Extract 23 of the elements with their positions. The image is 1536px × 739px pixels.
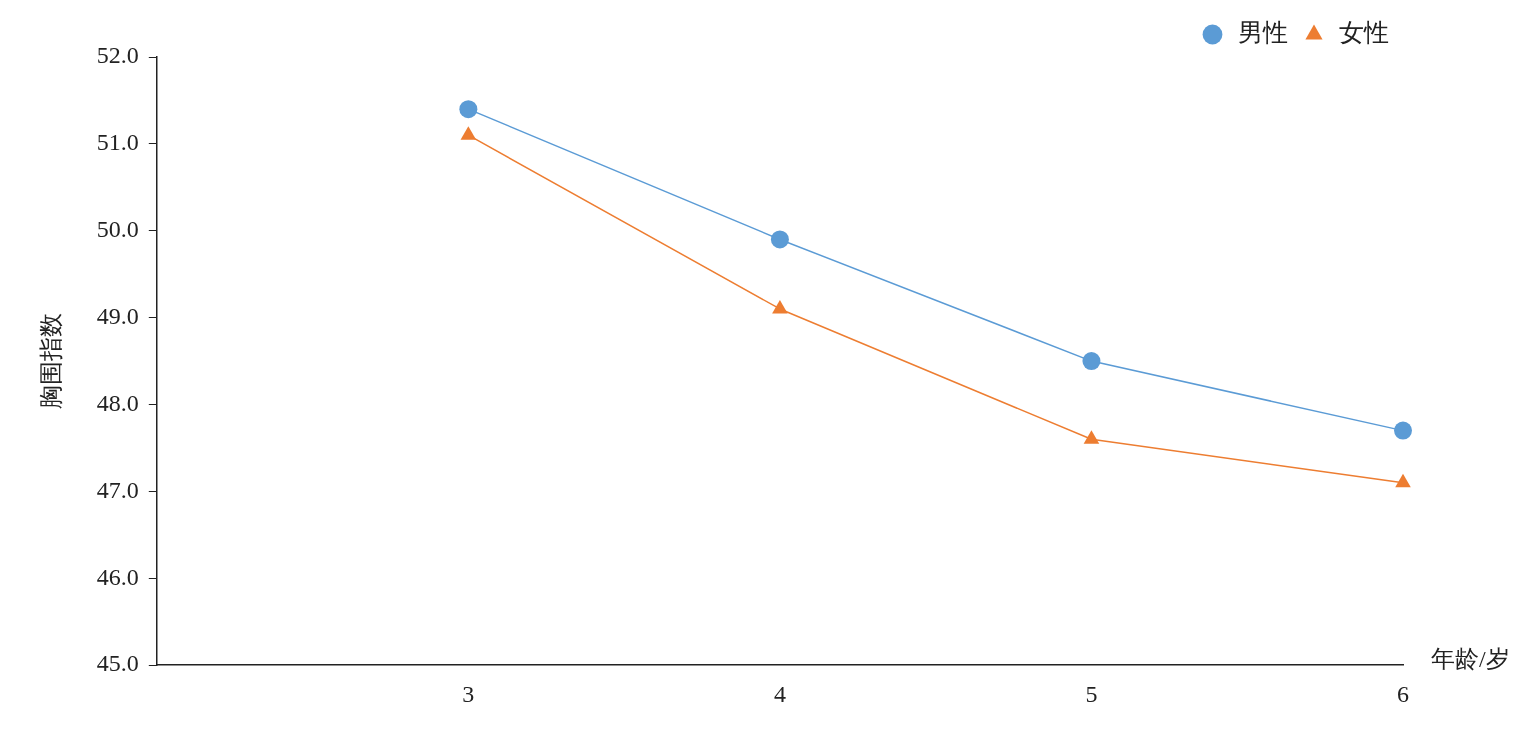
point (1082, 352, 1101, 371)
x-tick-label: 6 (1397, 680, 1409, 707)
point (1083, 430, 1100, 444)
x-axis-title: 年龄/岁 (1431, 646, 1510, 673)
legend-label: 男性 (1237, 19, 1288, 47)
y-tick-label: 45.0 (96, 650, 139, 677)
x-tick-label: 5 (1085, 680, 1098, 707)
point (1395, 473, 1411, 488)
y-tick-label: 51.0 (96, 129, 139, 156)
y-tick-label: 50.0 (96, 216, 139, 243)
point (772, 299, 788, 314)
y-axis-title: 胸围指数 (36, 313, 65, 410)
y-tick-label: 48.0 (96, 389, 139, 416)
x-tick-label: 4 (773, 680, 786, 707)
y-tick-label: 49.0 (96, 302, 139, 329)
x-tick-label: 3 (462, 680, 475, 707)
point (1394, 421, 1412, 440)
y-tick-label: 52.0 (96, 42, 139, 69)
y-tick-label: 46.0 (96, 563, 139, 590)
point (770, 230, 789, 249)
point (459, 100, 478, 119)
y-tick-label: 47.0 (96, 476, 139, 503)
legend-label: 女性 (1339, 19, 1389, 47)
